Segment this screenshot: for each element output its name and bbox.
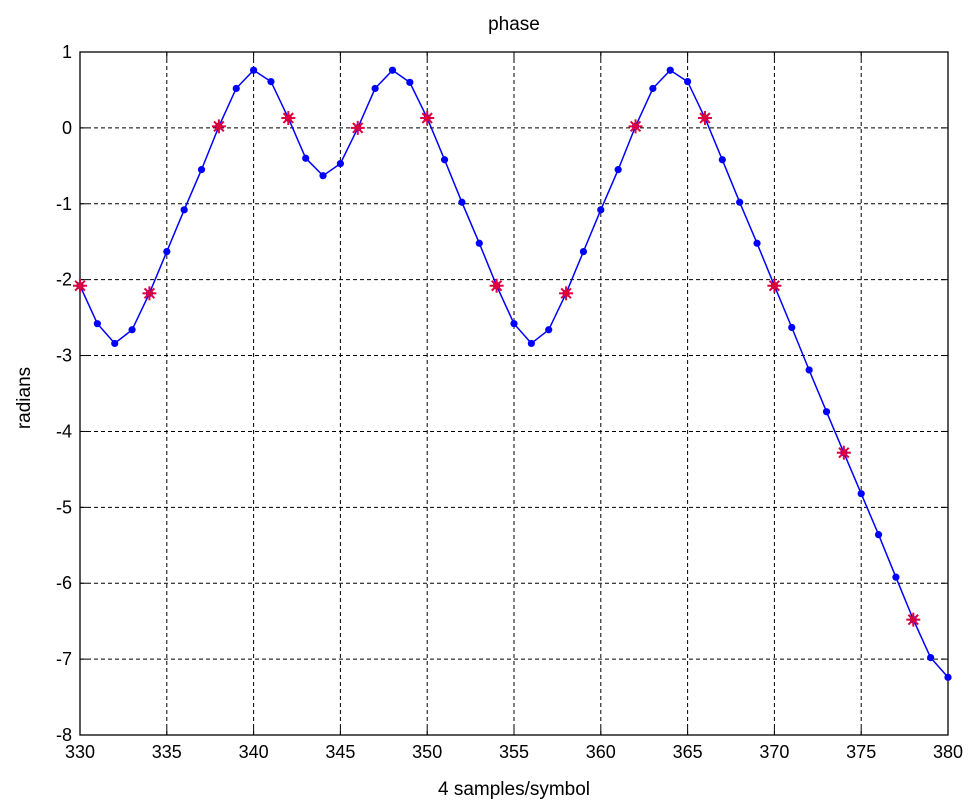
sample-point bbox=[267, 77, 275, 86]
x-tick-label: 375 bbox=[846, 742, 876, 762]
sample-point bbox=[371, 84, 379, 93]
sample-point bbox=[649, 84, 657, 93]
sample-point bbox=[336, 159, 344, 168]
sample-point bbox=[319, 172, 327, 180]
sample-point bbox=[753, 239, 761, 247]
grid bbox=[80, 52, 948, 735]
x-tick-label: 340 bbox=[239, 742, 269, 762]
y-tick-label: -5 bbox=[56, 497, 72, 517]
sample-point bbox=[805, 366, 813, 374]
sample-point bbox=[666, 66, 674, 74]
symbol-marker bbox=[420, 111, 435, 126]
symbol-marker bbox=[836, 445, 851, 460]
sample-point bbox=[458, 198, 466, 206]
sample-point bbox=[163, 247, 171, 256]
x-tick-label: 330 bbox=[65, 742, 95, 762]
y-tick-label: -6 bbox=[56, 573, 72, 593]
sample-point bbox=[232, 84, 240, 93]
sample-point bbox=[614, 166, 622, 174]
sample-point bbox=[944, 673, 952, 681]
sample-point bbox=[579, 247, 588, 256]
plot-frame bbox=[79, 51, 949, 736]
x-tick-label: 345 bbox=[325, 742, 355, 762]
sample-point bbox=[527, 339, 535, 348]
symbol-marker bbox=[628, 119, 643, 134]
sample-point bbox=[510, 320, 518, 328]
sample-point bbox=[736, 198, 744, 206]
sample-point bbox=[788, 323, 796, 332]
x-tick-label: 355 bbox=[499, 742, 529, 762]
y-tick-label: -4 bbox=[56, 421, 72, 441]
sample-point bbox=[684, 77, 692, 86]
sample-point bbox=[406, 78, 414, 86]
sample-point bbox=[545, 326, 553, 334]
sample-point bbox=[250, 66, 258, 74]
sample-point bbox=[93, 320, 101, 328]
symbol-marker bbox=[906, 612, 921, 627]
symbol-marker bbox=[350, 120, 365, 135]
symbol-marker bbox=[281, 111, 296, 126]
sample-point bbox=[597, 206, 605, 214]
sample-point bbox=[857, 490, 865, 498]
sample-point bbox=[927, 653, 935, 662]
sample-point bbox=[197, 166, 206, 174]
chart-title: phase bbox=[488, 14, 540, 35]
x-tick-label: 360 bbox=[586, 742, 616, 762]
sample-point bbox=[892, 573, 900, 581]
y-tick-label: -7 bbox=[56, 649, 72, 669]
series-layer bbox=[73, 66, 952, 681]
symbol-marker bbox=[142, 286, 157, 301]
symbol-marker bbox=[767, 278, 782, 293]
x-tick-label: 370 bbox=[759, 742, 789, 762]
sample-point bbox=[128, 326, 136, 334]
ticks: 330 335 340 345 350 355 360 365 370 375 380 1 0 -1 -2 -… bbox=[56, 42, 963, 762]
sample-point bbox=[111, 339, 119, 348]
x-tick-label: 365 bbox=[673, 742, 703, 762]
y-axis-label: radians bbox=[14, 367, 35, 429]
y-tick-label: 1 bbox=[62, 42, 72, 62]
sample-point bbox=[874, 531, 883, 539]
y-tick-label: -8 bbox=[56, 725, 72, 745]
y-tick-label: -1 bbox=[56, 194, 72, 214]
symbol-marker bbox=[697, 111, 712, 126]
sample-point bbox=[388, 66, 397, 74]
y-tick-label: 0 bbox=[62, 118, 72, 138]
sample-point bbox=[180, 206, 188, 214]
symbol-marker bbox=[489, 278, 504, 293]
sample-point bbox=[822, 408, 831, 416]
symbol-marker bbox=[211, 119, 226, 134]
y-tick-label: -3 bbox=[56, 346, 72, 366]
symbol-marker bbox=[559, 286, 574, 301]
sample-point bbox=[440, 156, 449, 164]
x-tick-label: 350 bbox=[412, 742, 442, 762]
symbol-marker bbox=[73, 278, 87, 293]
sample-point bbox=[302, 154, 310, 162]
x-axis-label: 4 samples/symbol bbox=[438, 779, 590, 800]
x-tick-label: 380 bbox=[933, 742, 963, 762]
sample-point bbox=[718, 156, 726, 164]
sample-point bbox=[475, 239, 483, 247]
y-tick-label: -2 bbox=[56, 270, 72, 290]
x-tick-label: 335 bbox=[152, 742, 182, 762]
